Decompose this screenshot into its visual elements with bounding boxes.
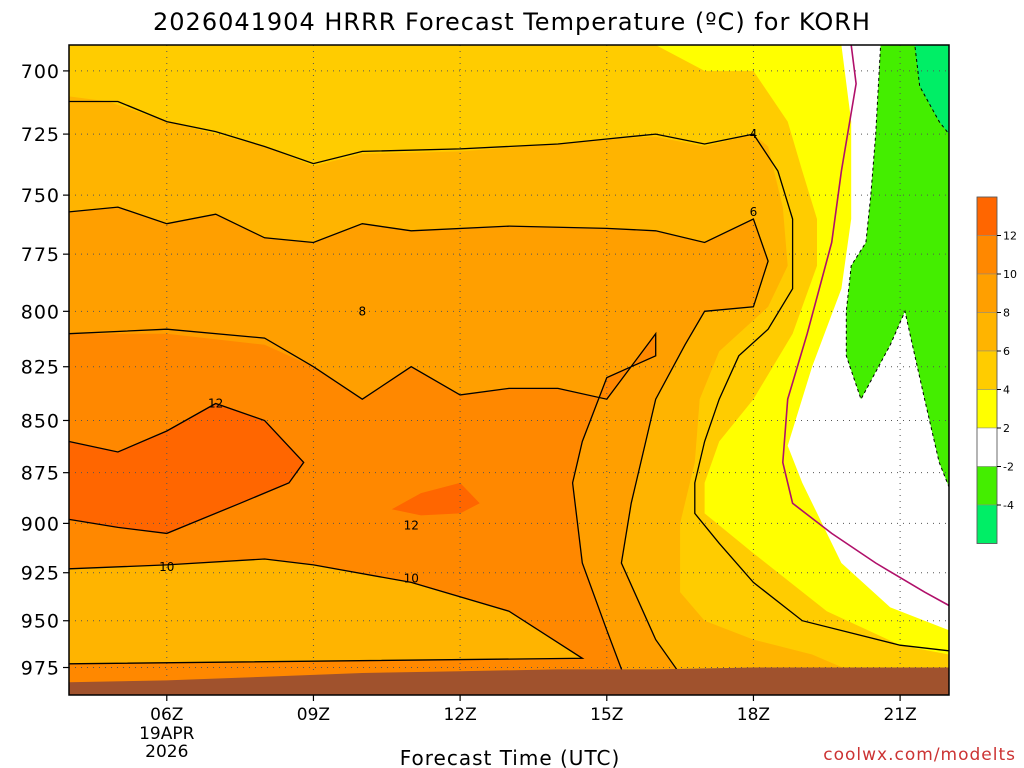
terrain-band (69, 667, 949, 695)
contour-line-0 (69, 100, 950, 652)
contour-line-4 (68, 402, 305, 535)
x-axis-label: Forecast Time (UTC) (400, 746, 621, 768)
y-tick-label-950: 950 (21, 611, 60, 633)
colorbar-label-7: -4 (1003, 499, 1014, 512)
contour-lines (68, 44, 950, 696)
colorbar-label-1: 10 (1003, 268, 1017, 281)
contour-line-3 (68, 558, 585, 665)
y-tick-label-700: 700 (21, 61, 60, 83)
contour-label-6: 10 (404, 572, 419, 586)
y-tick-label-775: 775 (21, 244, 60, 266)
temperature-region-2 (846, 45, 949, 487)
y-axis: 700 725 750 775 800 825 850 875 900 925 950 975 (21, 61, 69, 680)
temperature-region-8 (69, 559, 583, 664)
x-tick-label-06Z: 06Z (150, 705, 183, 725)
colorbar-swatch-0 (976, 196, 998, 236)
colorbar-swatch-8 (976, 504, 998, 544)
x-tick-label-21Z: 21Z (883, 705, 916, 725)
colorbar-swatch-5 (976, 389, 998, 429)
y-tick-label-900: 900 (21, 513, 60, 535)
colorbar-swatch-4 (976, 350, 998, 390)
cold-contour-2 (845, 44, 950, 488)
colorbar-swatch-7 (976, 466, 998, 506)
contour-label-2: 8 (359, 304, 367, 318)
temperature-region-3 (914, 45, 949, 135)
colorbar-label-4: 4 (1003, 384, 1010, 397)
colorbar-frame (976, 196, 998, 544)
y-tick-label-975: 975 (21, 658, 60, 680)
contour-label-1: 6 (750, 205, 758, 219)
contour-label-5: 10 (159, 560, 174, 574)
contour-labels: 4 6 8 12 12 10 10 (159, 127, 757, 585)
gridlines (69, 45, 949, 695)
y-tick-label-825: 825 (21, 357, 60, 379)
contour-line-2 (68, 328, 657, 696)
x-tick-label-12Z: 12Z (443, 705, 476, 725)
y-tick-label-750: 750 (21, 185, 60, 207)
y-tick-label-850: 850 (21, 410, 60, 432)
freezing-contour (781, 44, 950, 607)
freezing-line (781, 44, 950, 607)
colorbar-label-6: -2 (1003, 461, 1014, 474)
x-tick-label-15Z: 15Z (590, 705, 623, 725)
cold-contour-3 (914, 44, 950, 136)
colorbar-label-0: 12 (1003, 230, 1017, 243)
y-tick-label-800: 800 (21, 301, 60, 323)
x-date-label-0: 19APR (139, 724, 195, 744)
colorbar-label-5: 2 (1003, 422, 1010, 435)
colorbar-swatch-2 (976, 273, 998, 313)
x-tick-label-09Z: 09Z (297, 705, 330, 725)
colorbar-legend: 12 10 8 6 4 2 -2 -4 (976, 196, 1017, 544)
contour-label-0: 4 (750, 127, 758, 141)
temperature-fill-regions (69, 45, 949, 695)
colorbar-label-3: 6 (1003, 345, 1010, 358)
plot-area: 4 6 8 12 12 10 10 (68, 44, 950, 696)
colorbar-swatch-3 (976, 312, 998, 352)
contour-label-3: 12 (208, 396, 223, 410)
contour-line-1 (68, 206, 769, 696)
colorbar-swatch-6 (976, 427, 998, 467)
y-tick-label-875: 875 (21, 463, 60, 485)
credit-link[interactable]: coolwx.com/modelts (823, 745, 1016, 765)
colorbar-swatch-1 (976, 235, 998, 275)
contour-label-4: 12 (404, 518, 419, 532)
terrain-fill (69, 667, 949, 695)
chart-title: 2026041904 HRRR Forecast Temperature (ºC… (153, 8, 871, 36)
y-tick-label-725: 725 (21, 124, 60, 146)
colorbar-label-2: 8 (1003, 307, 1010, 320)
x-tick-label-18Z: 18Z (737, 705, 770, 725)
x-date-label-1: 2026 (145, 742, 188, 762)
plot-frame (68, 44, 950, 696)
temperature-region-10 (391, 482, 480, 516)
y-tick-label-925: 925 (21, 563, 60, 585)
